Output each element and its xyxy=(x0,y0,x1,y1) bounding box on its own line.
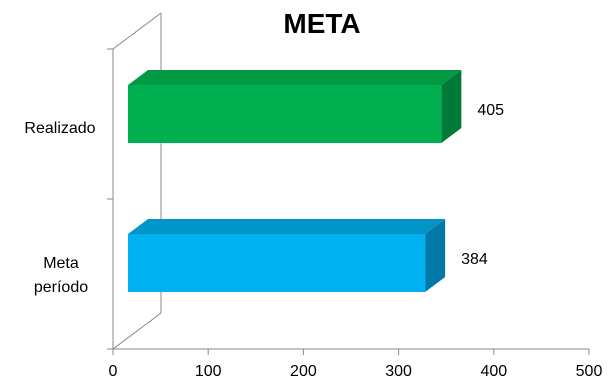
bar-meta-periodo xyxy=(128,219,446,292)
chart-walls xyxy=(107,12,589,350)
bars-group xyxy=(128,70,462,292)
bar-side-face xyxy=(441,70,462,143)
x-tick-label: 400 xyxy=(480,363,507,380)
x-tick-label: 100 xyxy=(195,363,222,380)
wall-top-diagonal xyxy=(112,12,162,50)
data-label: 405 xyxy=(477,102,504,119)
bar-front-face xyxy=(128,85,442,143)
x-tick-label: 0 xyxy=(109,363,118,380)
x-tick-label: 300 xyxy=(385,363,412,380)
bar-top-face xyxy=(128,219,446,234)
bar-side-face xyxy=(425,219,446,292)
bar-front-face xyxy=(128,234,426,292)
bar-top-face xyxy=(128,70,462,85)
floor-diagonal xyxy=(112,312,162,350)
category-label: Realizado xyxy=(24,120,95,137)
chart-title: META xyxy=(283,8,360,39)
category-label: Meta período xyxy=(34,255,88,296)
bar-realizado xyxy=(128,70,462,143)
labels-group: 405 384 Realizado Meta período xyxy=(24,102,504,296)
x-tick-label: 200 xyxy=(290,363,317,380)
x-axis-ticks: 0 100 200 300 400 500 xyxy=(109,349,603,380)
data-label: 384 xyxy=(461,251,488,268)
x-tick-label: 500 xyxy=(576,363,603,380)
